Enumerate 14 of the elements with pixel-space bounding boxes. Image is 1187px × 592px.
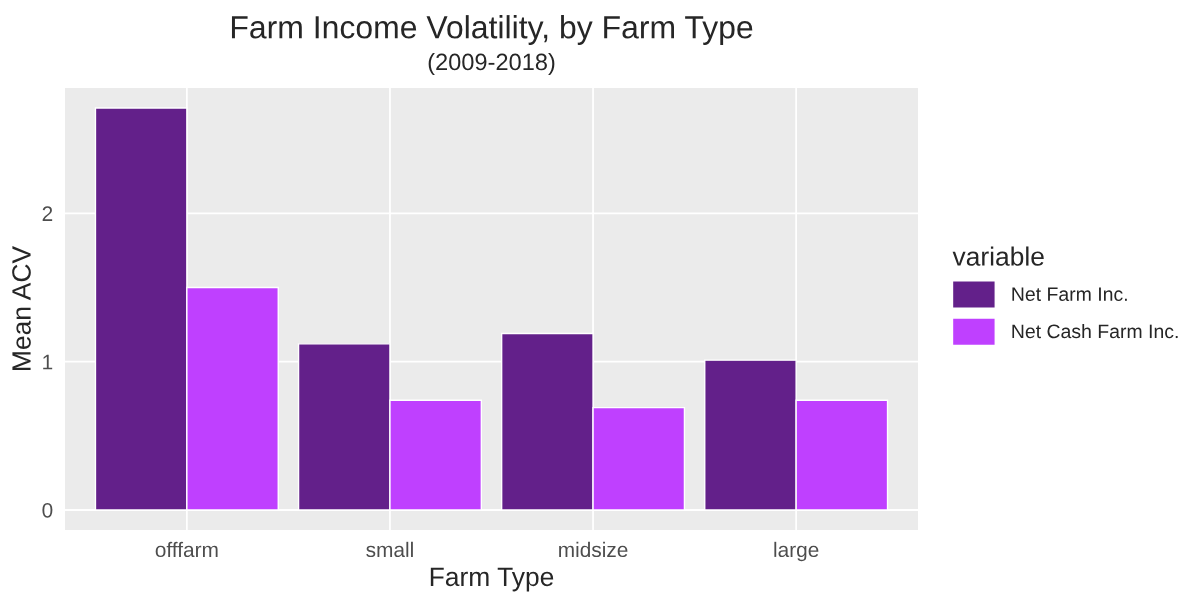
legend-label: Net Cash Farm Inc. [1012, 323, 1178, 339]
y-tick-label: 2 [42, 206, 53, 221]
y-tick-label: 1 [43, 354, 53, 370]
x-axis-title: Farm Type [430, 567, 554, 592]
y-axis-title: Mean ACV [12, 246, 31, 370]
chart-title: Farm Income Volatility, by Farm Type [231, 15, 753, 45]
legend-label: Net Farm Inc. [1012, 287, 1127, 302]
x-tick-label: midsize [559, 541, 628, 558]
legend-title: variable [952, 246, 1044, 266]
x-tick-label: offfarm [155, 541, 218, 558]
y-tick-label: 0 [42, 502, 53, 518]
x-tick-label: large [774, 541, 819, 562]
chart-subtitle: (2009-2018) [428, 53, 555, 75]
x-tick-label: small [366, 541, 413, 558]
